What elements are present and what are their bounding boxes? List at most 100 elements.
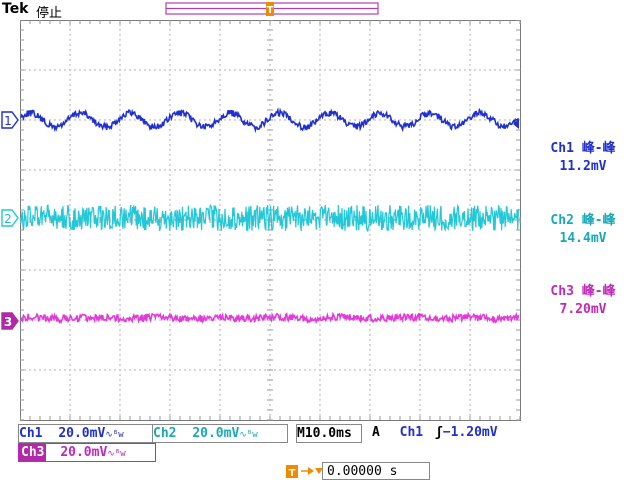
grid-dot [279,169,281,171]
grid-dot [54,319,56,321]
grid-dot [119,234,121,236]
grid-dot [469,64,471,66]
grid-dot [119,104,121,106]
grid-dot [49,69,51,71]
trigger-offset-icon: T [286,465,323,479]
ch1-scale-readout[interactable]: Ch1 20.0mV∿ᴮw [18,424,156,443]
grid-dot [319,44,321,46]
grid-dot [164,369,166,371]
grid-dot [269,324,271,326]
grid-dot [319,404,321,406]
grid-dot [299,369,301,371]
grid-dot [29,269,31,271]
grid-dot [469,114,471,116]
grid-dot [189,69,191,71]
grid-dot [369,309,371,311]
grid-dot [169,359,171,361]
grid-dot [234,119,236,121]
grid-dot [199,119,201,121]
grid-dot [244,269,246,271]
grid-dot [209,319,211,321]
grid-dot [239,269,241,271]
timebase-readout[interactable]: M10.0ms [296,424,362,443]
grid-dot [419,194,421,196]
grid-dot [224,269,226,271]
grid-dot [319,189,321,191]
grid-dot [119,304,121,306]
grid-dot [69,349,71,351]
grid-dot [269,234,271,236]
grid-dot [394,69,396,71]
measurement-ch2-value: 14.4mV [559,231,607,246]
grid-dot [64,169,66,171]
grid-dot [344,319,346,321]
channel-3-marker[interactable]: 3 [0,311,20,331]
grid-dot [319,144,321,146]
grid-dot [369,374,371,376]
grid-dot [69,304,71,306]
grid-dot [119,274,121,276]
grid-dot [369,149,371,151]
trigger-readout[interactable]: A Ch1 ʃ−1.20mV [370,424,524,441]
grid-dot [349,269,351,271]
trigger-position-readout[interactable]: 0.00000 s [322,462,430,480]
grid-dot [319,324,321,326]
grid-dot [464,169,466,171]
grid-dot [219,149,221,151]
grid-dot [479,369,481,371]
grid-dot [69,309,71,311]
grid-dot [89,369,91,371]
grid-dot [119,149,121,151]
waveform-graticule[interactable] [20,20,521,421]
grid-dot [219,34,221,36]
grid-dot [319,134,321,136]
grid-dot [69,414,71,416]
grid-dot [419,164,421,166]
ch2-scale-readout[interactable]: Ch2 20.0mV∿ᴮw [152,424,288,443]
grid-dot [119,134,121,136]
channel-2-marker[interactable]: 2 [0,208,20,228]
grid-dot [319,394,321,396]
grid-dot [269,294,271,296]
grid-dot [369,169,371,171]
grid-dot [269,274,271,276]
grid-dot [369,254,371,256]
grid-dot [319,384,321,386]
channel-1-marker[interactable]: 1 [0,110,20,130]
grid-dot [169,174,171,176]
grid-dot [479,169,481,171]
grid-dot [224,169,226,171]
grid-dot [319,244,321,246]
grid-dot [134,369,136,371]
channel-2-waveform [20,203,519,233]
grid-dot [259,269,261,271]
grid-dot [69,54,71,56]
grid-dot [169,124,171,126]
record-view-bar[interactable]: T [160,0,384,20]
grid-dot [319,159,321,161]
grid-dot [24,119,26,121]
grid-dot [219,254,221,256]
grid-dot [439,169,441,171]
grid-dot [269,104,271,106]
grid-dot [319,69,321,71]
grid-dot [119,244,121,246]
grid-dot [414,69,416,71]
grid-dot [119,34,121,36]
grid-dot [284,369,286,371]
grid-dot [369,164,371,166]
grid-dot [214,319,216,321]
grid-dot [319,254,321,256]
ch3-scale-readout[interactable]: Ch3 20.0mV∿ᴮw [18,443,156,462]
grid-dot [469,229,471,231]
grid-dot [484,269,486,271]
grid-dot [269,384,271,386]
grid-dot [119,259,121,261]
grid-dot [179,369,181,371]
grid-dot [369,344,371,346]
measurement-ch3-name: Ch3 峰-峰 [550,284,616,299]
grid-dot [394,119,396,121]
grid-dot [359,119,361,121]
grid-dot [39,69,41,71]
grid-dot [219,304,221,306]
